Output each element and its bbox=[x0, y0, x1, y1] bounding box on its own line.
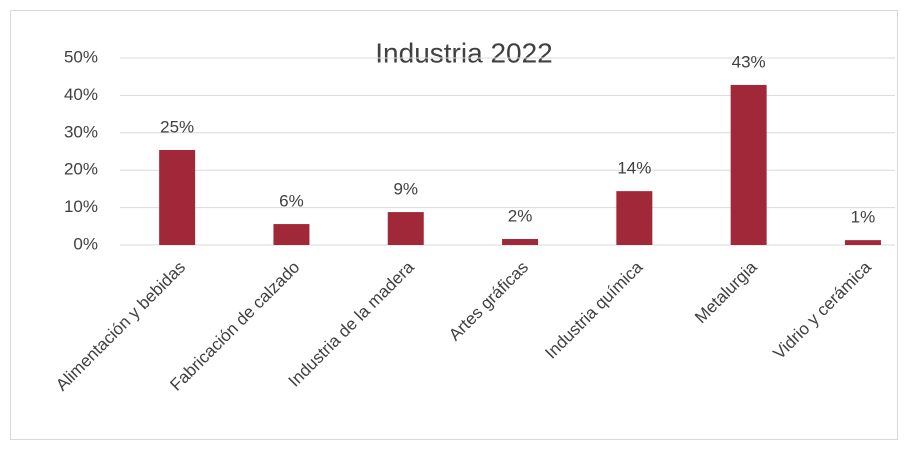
bar bbox=[273, 224, 310, 245]
data-label: 14% bbox=[617, 159, 651, 178]
y-tick-label: 50% bbox=[64, 47, 98, 66]
bar bbox=[159, 150, 196, 245]
data-label: 1% bbox=[851, 208, 876, 227]
y-tick-label: 30% bbox=[64, 122, 98, 141]
data-label: 25% bbox=[160, 117, 194, 136]
chart-title: Industria 2022 bbox=[375, 37, 552, 68]
bar bbox=[502, 239, 539, 245]
data-label: 2% bbox=[508, 207, 533, 226]
data-label: 9% bbox=[393, 180, 418, 199]
y-tick-label: 0% bbox=[73, 234, 98, 253]
bar bbox=[730, 84, 767, 245]
bar bbox=[387, 212, 424, 245]
data-label: 6% bbox=[279, 192, 304, 211]
data-label: 43% bbox=[732, 52, 766, 71]
bar bbox=[616, 191, 653, 245]
bar bbox=[844, 240, 881, 245]
y-tick-label: 10% bbox=[64, 197, 98, 216]
y-tick-label: 40% bbox=[64, 85, 98, 104]
y-tick-label: 20% bbox=[64, 160, 98, 179]
